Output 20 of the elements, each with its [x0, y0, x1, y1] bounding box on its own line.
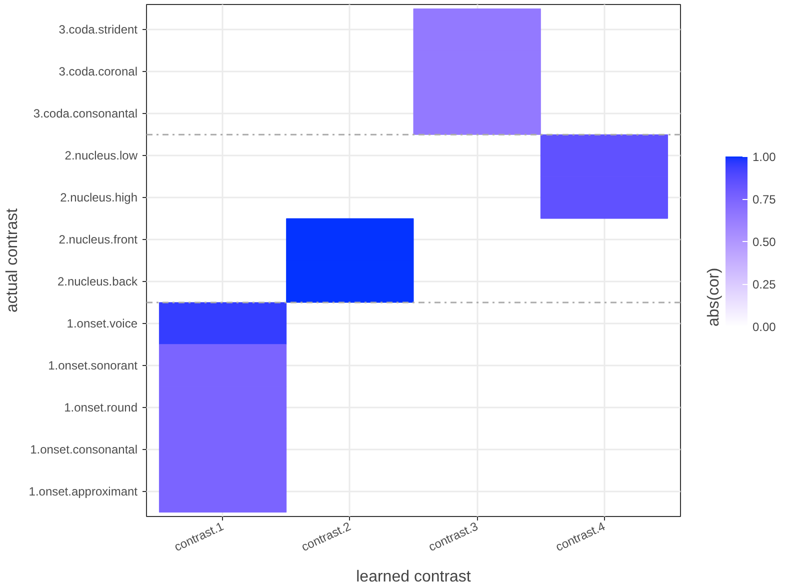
y-tick-label: 2.nucleus.front — [58, 232, 138, 247]
y-tick-label: 1.onset.consonantal — [30, 442, 138, 456]
color-bar-label: 0.50 — [752, 235, 776, 249]
y-tick-label: 3.coda.consonantal — [33, 106, 138, 121]
color-bar-title: abs(cor) — [706, 268, 722, 326]
color-bar-label: 0.00 — [752, 320, 776, 334]
color-bar-label: 0.25 — [752, 278, 776, 292]
y-axis-title: actual contrast — [4, 208, 21, 313]
y-tick-label: 2.nucleus.high — [60, 190, 138, 205]
x-axis-title: learned contrast — [356, 568, 472, 586]
y-tick-label: 1.onset.sonorant — [48, 358, 138, 372]
color-bar-label: 0.75 — [752, 192, 776, 206]
y-tick-label: 3.coda.strident — [58, 22, 138, 37]
y-tick-label: 1.onset.round — [64, 400, 138, 414]
y-tick-label: 3.coda.coronal — [58, 64, 138, 79]
y-tick-label: 1.onset.voice — [66, 316, 138, 330]
y-tick-label: 1.onset.approximant — [28, 484, 138, 498]
y-tick-label: 2.nucleus.low — [64, 148, 138, 163]
y-tick-label: 2.nucleus.back — [57, 274, 138, 288]
color-bar-label: 1.00 — [752, 150, 776, 164]
